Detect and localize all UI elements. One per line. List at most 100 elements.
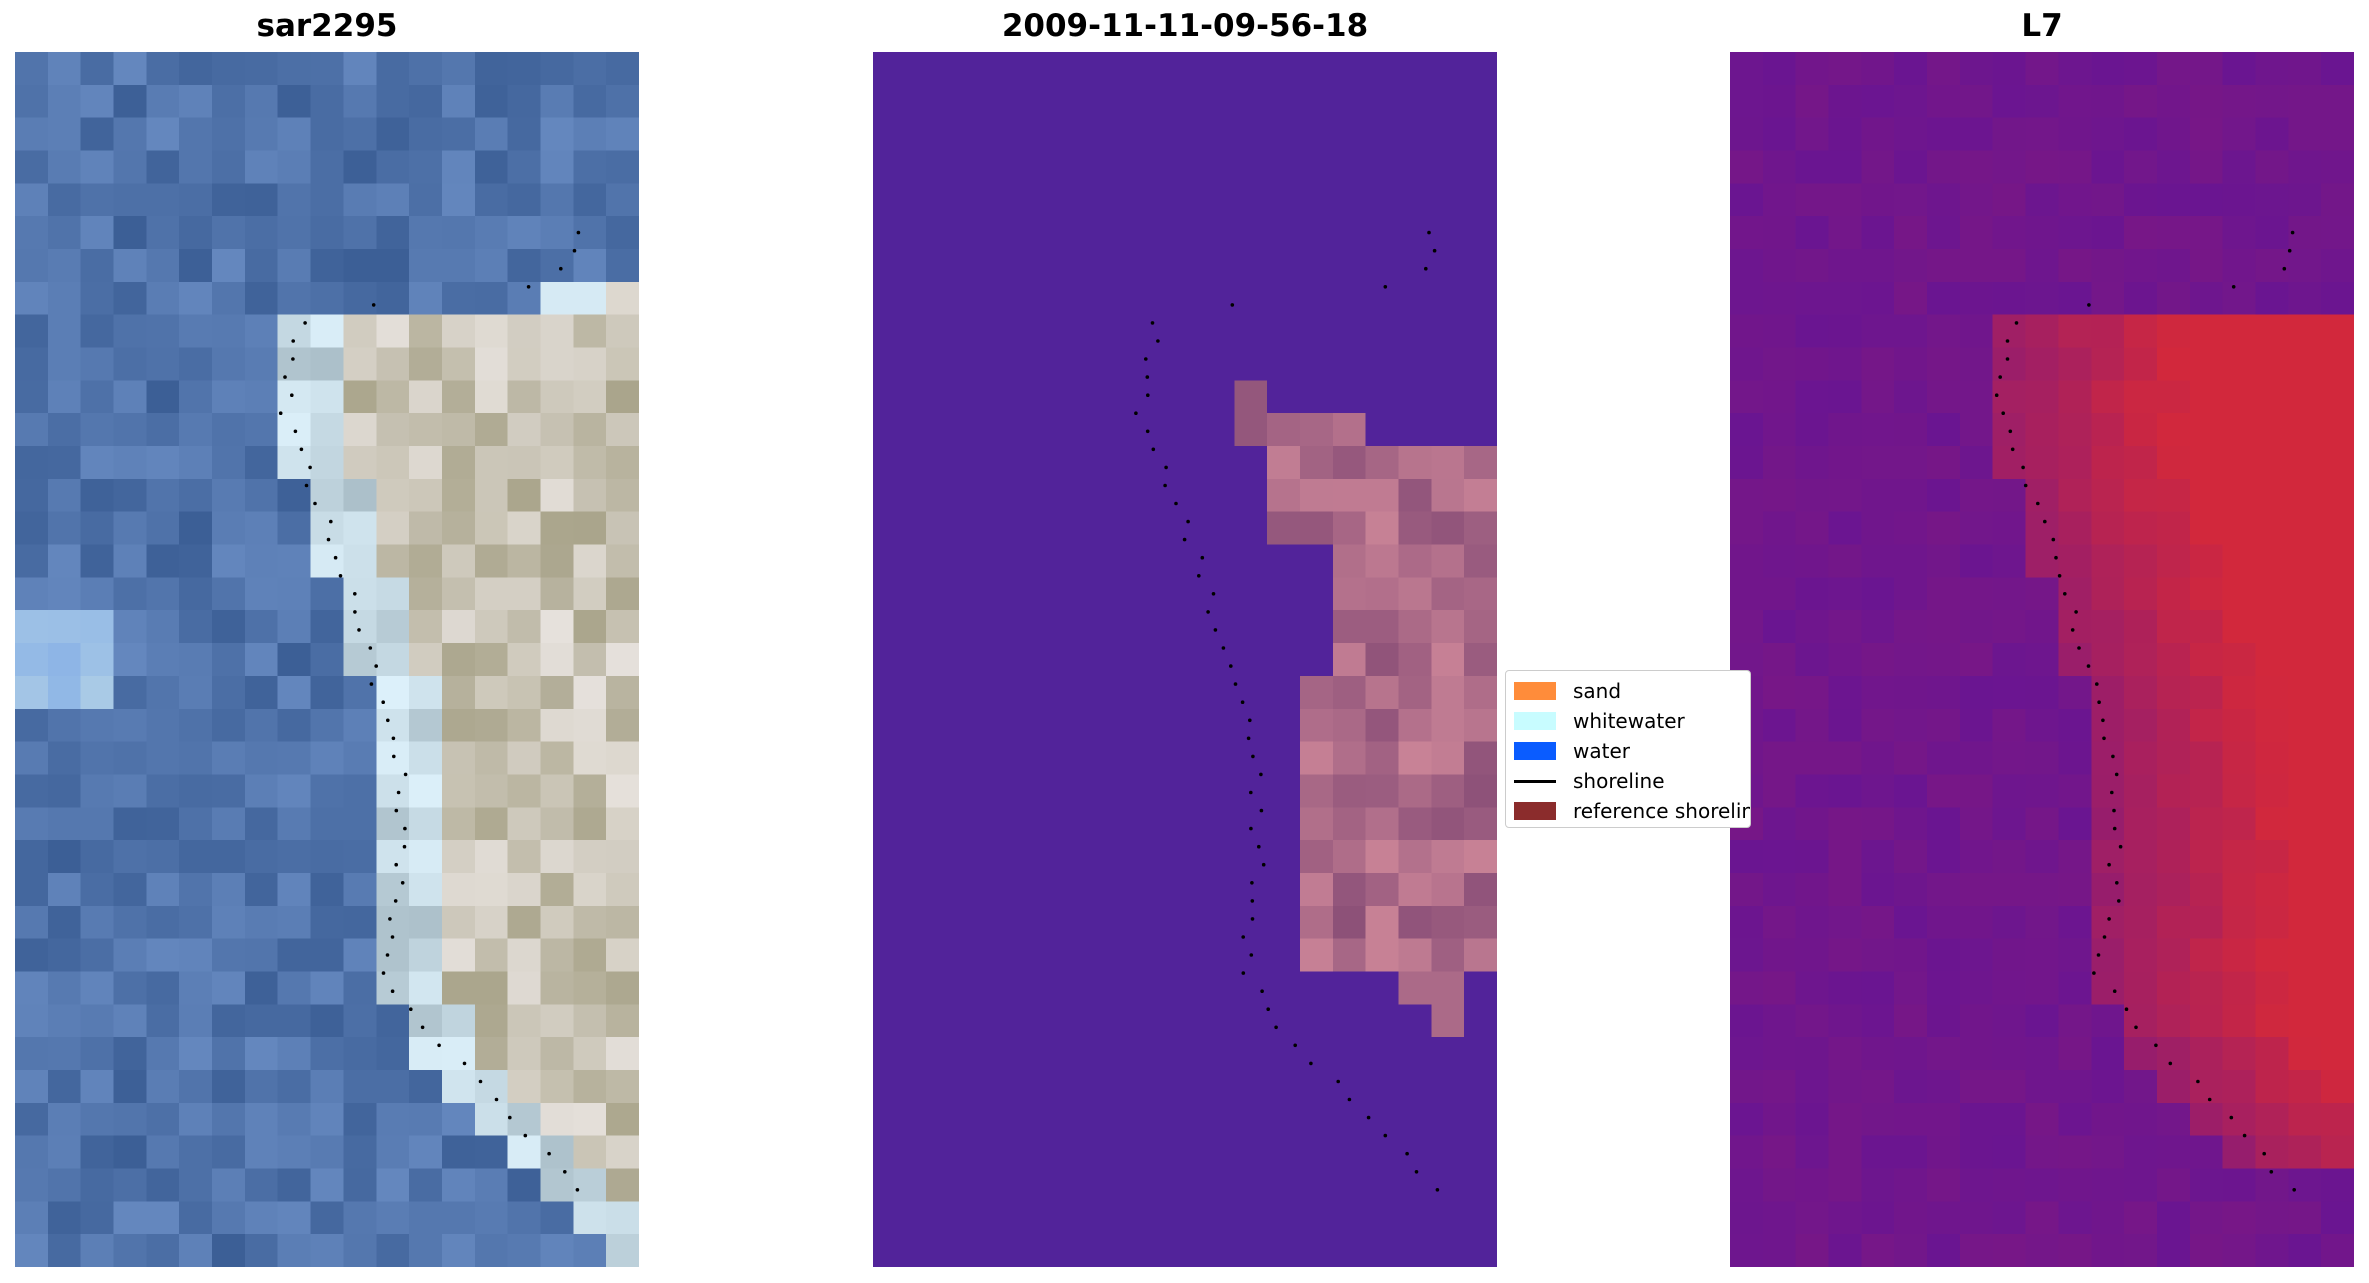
shoreline-overlay: [278, 230, 581, 1192]
shoreline-point: [2112, 989, 2117, 993]
shoreline-point: [2096, 953, 2101, 957]
shoreline-point: [2077, 646, 2081, 650]
shoreline-point: [2010, 447, 2015, 452]
shoreline-point: [1221, 646, 1226, 650]
shoreline-point: [2117, 899, 2121, 903]
shoreline-point: [2112, 808, 2116, 813]
panel-title-index: L7: [2021, 8, 2063, 44]
shoreline-point: [333, 555, 338, 560]
shoreline-point: [2282, 266, 2287, 271]
shoreline-point: [1336, 1079, 1340, 1084]
shoreline-point: [396, 790, 401, 795]
shoreline-point: [1164, 465, 1168, 470]
shoreline-point: [1145, 375, 1150, 379]
shoreline-point: [390, 989, 395, 993]
shoreline-point: [368, 646, 373, 650]
shoreline-point: [2097, 700, 2101, 704]
legend: sand whitewater water shoreline referenc…: [1505, 670, 1751, 828]
shoreline-point: [1240, 700, 1245, 704]
legend-item-shoreline: shoreline: [1514, 767, 1665, 795]
shoreline-point: [1200, 555, 1205, 560]
shoreline-point: [1241, 935, 1245, 939]
shoreline-point: [329, 519, 333, 524]
shoreline-point: [547, 1151, 551, 1156]
shoreline-point: [2229, 1115, 2234, 1120]
shoreline-point: [385, 953, 390, 957]
shoreline-point: [2051, 537, 2056, 542]
shoreline-point: [1266, 1007, 1270, 1011]
shoreline-point: [1405, 1151, 1409, 1156]
legend-swatch: [1514, 742, 1556, 760]
shoreline-point: [2124, 1007, 2129, 1011]
shoreline-point: [2074, 610, 2078, 614]
shoreline-point: [1274, 1025, 1278, 1030]
shoreline-point: [1259, 772, 1263, 777]
shoreline-point: [563, 1170, 567, 1174]
shoreline-point: [1435, 1188, 1440, 1192]
shoreline-point: [1151, 447, 1156, 452]
shoreline-point: [278, 411, 283, 416]
shoreline-point: [1293, 1043, 1297, 1048]
shoreline-point: [1145, 429, 1150, 434]
shoreline-point: [1144, 357, 1148, 361]
shoreline-point: [2111, 754, 2115, 759]
shoreline-point: [308, 465, 312, 470]
shoreline-point: [2005, 357, 2010, 361]
shoreline-point: [1163, 483, 1167, 488]
shoreline-point: [559, 266, 563, 271]
shoreline-point: [2092, 971, 2096, 975]
legend-label: reference shoreline: [1573, 799, 1751, 823]
shoreline-point: [2196, 1079, 2200, 1084]
shoreline-point: [1248, 718, 1252, 723]
shoreline-point: [1259, 808, 1264, 813]
shoreline-point: [2107, 862, 2111, 867]
shoreline-point: [403, 826, 407, 831]
shoreline-point: [303, 321, 307, 325]
classified-image: [873, 52, 1497, 1267]
shoreline-point: [420, 1025, 425, 1030]
shoreline-point: [437, 1043, 441, 1048]
shoreline-point: [291, 357, 295, 361]
panel-title-rgb: sar2295: [256, 8, 398, 44]
shoreline-overlay: [1134, 230, 1440, 1192]
shoreline-point: [1197, 574, 1201, 578]
shoreline-point: [1230, 303, 1235, 307]
shoreline-point: [1260, 989, 1264, 993]
shoreline-point: [353, 610, 357, 614]
shoreline-point: [2242, 1133, 2247, 1138]
shoreline-point: [2114, 772, 2119, 777]
shoreline-point: [2292, 1188, 2296, 1192]
shoreline-point: [1233, 682, 1238, 686]
legend-item-water: water: [1514, 737, 1630, 765]
shoreline-point: [523, 1133, 528, 1138]
shoreline-point: [2134, 1025, 2138, 1030]
shoreline-point: [2001, 411, 2005, 416]
shoreline-point: [1347, 1097, 1352, 1102]
shoreline-point: [2043, 519, 2047, 524]
shoreline-point: [326, 537, 331, 542]
shoreline-point: [299, 447, 304, 452]
shoreline-point: [2095, 682, 2099, 686]
shoreline-point: [1249, 790, 1253, 795]
shoreline-point: [353, 592, 357, 596]
shoreline-point: [462, 1061, 467, 1066]
shoreline-point: [1994, 393, 1999, 398]
shoreline-point: [1250, 917, 1255, 921]
shoreline-point: [575, 1188, 580, 1192]
legend-item-reference-shoreline: reference shoreline: [1514, 797, 1751, 825]
shoreline-point: [291, 339, 296, 343]
shoreline-point: [1383, 1133, 1388, 1138]
shoreline-point: [1309, 1061, 1313, 1066]
shoreline-point: [2110, 790, 2114, 795]
shoreline-point: [394, 862, 399, 867]
shoreline-point: [290, 393, 294, 398]
shoreline-point: [1182, 537, 1187, 542]
shoreline-point: [1229, 664, 1233, 668]
shoreline-point: [1213, 628, 1218, 632]
shoreline-point: [1241, 971, 1246, 975]
shoreline-point: [2262, 1151, 2266, 1156]
shoreline-point: [2087, 303, 2091, 307]
shoreline-point: [2154, 1043, 2158, 1048]
legend-label: whitewater: [1573, 709, 1685, 733]
shoreline-point: [1249, 953, 1254, 957]
